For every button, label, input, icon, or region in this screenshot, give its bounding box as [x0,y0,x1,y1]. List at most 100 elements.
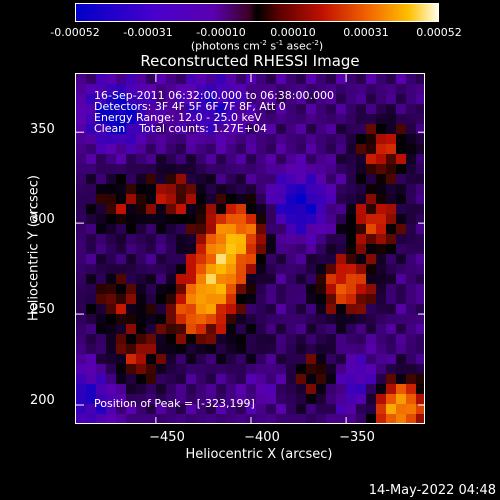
heatmap-cell [186,274,197,285]
heatmap-cell [376,334,387,345]
heatmap-cell [256,274,267,285]
heatmap-cell [316,254,327,265]
heatmap-cell [146,84,157,95]
heatmap-cell [256,204,267,215]
heatmap-cell [326,284,337,295]
heatmap-cell [276,344,287,355]
heatmap-cell [76,144,87,155]
heatmap-cell [226,344,237,355]
heatmap-cell [166,344,177,355]
heatmap-cell [266,174,277,185]
heatmap-cell [316,204,327,215]
heatmap-cell [356,204,367,215]
heatmap-cell [226,184,237,195]
heatmap-cell [236,94,247,105]
heatmap-cell [106,384,117,395]
heatmap-cell [406,294,417,305]
heatmap-cell [146,254,157,265]
heatmap-cell [386,144,397,155]
heatmap-cell [406,94,417,105]
heatmap-cell [336,404,347,415]
heatmap-cell [156,224,167,235]
heatmap-cell [206,364,217,375]
heatmap-cell [276,114,287,125]
heatmap-cell [286,314,297,325]
heatmap-cell [146,394,157,405]
heatmap-cell [196,314,207,325]
heatmap-cell [186,254,197,265]
heatmap-cell [286,94,297,105]
heatmap-cell [316,344,327,355]
heatmap-cell [216,164,227,175]
heatmap-cell [286,84,297,95]
heatmap-cell [176,254,187,265]
heatmap-cell [136,334,147,345]
heatmap-cell [266,74,277,85]
heatmap-cell [196,124,207,135]
heatmap-cell [196,114,207,125]
heatmap-cell [396,354,407,365]
heatmap-cell [156,284,167,295]
heatmap-cell [236,164,247,175]
colorbar-tick: -0.00052 [50,26,100,39]
heatmap-cell [396,134,407,145]
heatmap-cell [406,114,417,125]
heatmap-cell [136,114,147,125]
heatmap-cell [416,364,424,375]
heatmap-cell [396,334,407,345]
heatmap-cell [416,164,424,175]
heatmap-cell [336,234,347,245]
heatmap-cell [126,334,137,345]
heatmap-cell [176,294,187,305]
heatmap-cell [346,234,357,245]
heatmap-cell [286,264,297,275]
heatmap-cell [166,334,177,345]
heatmap-cell [166,224,177,235]
heatmap-cell [96,84,107,95]
heatmap-cell [386,304,397,315]
heatmap-cell [106,314,117,325]
heatmap-cell [376,294,387,305]
heatmap-cell [136,254,147,265]
heatmap-cell [136,284,147,295]
heatmap-cell [326,194,337,205]
heatmap-cell [406,264,417,275]
heatmap-cell [126,354,137,365]
heatmap-cell [216,284,227,295]
heatmap-cell [96,374,107,385]
heatmap-cell [146,294,157,305]
heatmap-cell [96,274,107,285]
heatmap-cell [226,294,237,305]
heatmap-cell [246,124,257,135]
heatmap-cell [196,374,207,385]
heatmap-cell [286,134,297,145]
heatmap-cell [336,254,347,265]
heatmap-cell [96,264,107,275]
heatmap-cell [396,184,407,195]
heatmap-cell [286,104,297,115]
heatmap-cell [136,184,147,195]
heatmap-cell [126,284,137,295]
heatmap-cell [306,304,317,315]
heatmap-cell [166,304,177,315]
heatmap-cell [376,114,387,125]
heatmap-cell [236,304,247,315]
heatmap-cell [296,214,307,225]
heatmap-cell [396,74,407,85]
heatmap-cell [356,124,367,135]
heatmap-cell [356,364,367,375]
heatmap-cell [386,84,397,95]
heatmap-cell [126,134,137,145]
heatmap-cell [256,174,267,185]
heatmap-cell [386,344,397,355]
heatmap-cell [206,354,217,365]
heatmap-cell [106,284,117,295]
heatmap-cell [236,274,247,285]
heatmap-cell [116,194,127,205]
heatmap-cell [406,404,417,415]
heatmap-cell [166,394,177,405]
heatmap-cell [196,184,207,195]
heatmap-cell [266,384,277,395]
heatmap-cell [216,354,227,365]
heatmap-cell [296,154,307,165]
